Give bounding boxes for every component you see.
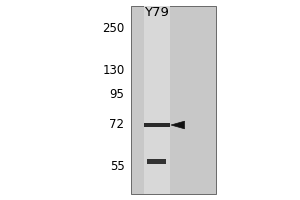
Text: 130: 130 [102, 64, 124, 77]
Polygon shape [171, 121, 184, 129]
Text: Y79: Y79 [144, 6, 169, 19]
Bar [144, 6, 170, 194]
Text: 250: 250 [102, 22, 124, 36]
Bar [130, 6, 216, 194]
Text: 72: 72 [110, 118, 124, 132]
Bar [144, 123, 170, 127]
Bar [147, 158, 166, 164]
Text: 95: 95 [110, 88, 124, 102]
Text: 55: 55 [110, 160, 124, 173]
